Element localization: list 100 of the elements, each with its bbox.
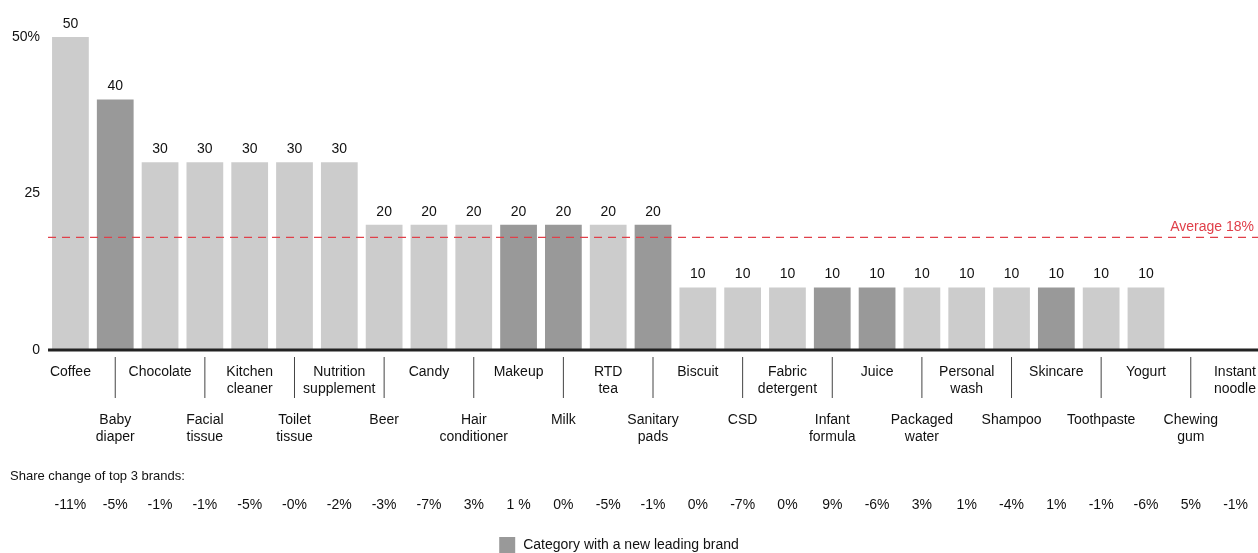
bar: [320, 162, 358, 350]
text: -5%: [237, 495, 263, 512]
legend-label: Category with a new leading brand: [523, 535, 739, 552]
bar: [545, 224, 582, 350]
data-label: 10: [690, 265, 706, 282]
text: -1%: [640, 495, 666, 512]
data-label: 20: [421, 202, 437, 219]
data-label: 30: [197, 140, 213, 157]
text: -1%: [1088, 495, 1114, 512]
data-label: 10: [779, 265, 796, 282]
data-label: 10: [1138, 265, 1154, 282]
bar: [903, 287, 941, 350]
text: -7%: [416, 495, 442, 512]
text: 3%: [911, 495, 933, 512]
text: Share change of top 3 brands:: [10, 468, 185, 484]
data-label: 40: [107, 77, 124, 94]
x-tick-label: Beer: [369, 410, 400, 427]
bar: [813, 287, 851, 350]
text: 5%: [1180, 495, 1201, 512]
text: 0%: [687, 495, 708, 512]
data-label: 20: [600, 202, 617, 219]
y-tick-label: 25: [24, 184, 41, 201]
data-label: 10: [1093, 265, 1110, 282]
bar: [634, 224, 672, 350]
bar: [365, 224, 403, 350]
data-label: 10: [869, 265, 886, 282]
text: -1%: [147, 495, 173, 512]
x-tick-label: Candy: [408, 362, 450, 379]
x-tick-label: Toilet tissue: [276, 410, 313, 444]
text: -6%: [1133, 495, 1159, 512]
x-tick-label: Makeup: [493, 362, 544, 379]
bar: [1037, 287, 1075, 350]
x-tick-label: Coffee: [49, 362, 92, 379]
x-tick-label: Milk: [550, 410, 577, 427]
x-tick-label: Instant noodle: [1213, 362, 1257, 396]
data-label: 20: [555, 202, 572, 219]
data-label: 10: [824, 265, 841, 282]
x-tick-label: Kitchen cleaner: [226, 362, 274, 396]
text: 1 %: [506, 495, 531, 512]
x-tick-label: Packaged water: [890, 410, 954, 444]
x-tick-label: Facial tissue: [186, 410, 224, 444]
data-label: 20: [376, 202, 393, 219]
text: -3%: [371, 495, 397, 512]
text: -1%: [1223, 495, 1249, 512]
x-tick-label: Juice: [860, 362, 894, 379]
text: 9%: [822, 495, 843, 512]
x-tick-label: Infant formula: [808, 410, 856, 444]
data-label: 20: [465, 202, 482, 219]
x-tick-label: Personal wash: [939, 362, 995, 396]
x-tick-label: Shampoo: [981, 410, 1042, 427]
y-tick-label: 50%: [11, 27, 41, 44]
bar: [589, 224, 627, 350]
text: -11%: [54, 495, 87, 512]
text: -7%: [730, 495, 756, 512]
bar: [141, 162, 179, 350]
x-tick-label: Fabric detergent: [757, 362, 818, 396]
y-tick-label: 0: [32, 340, 41, 357]
text: -1%: [192, 495, 218, 512]
x-tick-label: Yogurt: [1125, 362, 1167, 379]
bar: [96, 99, 134, 350]
bar: [993, 287, 1030, 350]
bar: [769, 287, 806, 350]
data-label: 30: [286, 140, 303, 157]
text: 0%: [553, 495, 574, 512]
bar: [231, 162, 269, 350]
bar: [52, 37, 89, 350]
bar: [1082, 287, 1120, 350]
text: 1%: [1046, 495, 1067, 512]
bar: [455, 224, 493, 350]
bar: [186, 162, 224, 350]
text: -2%: [326, 495, 352, 512]
text: -5%: [595, 495, 621, 512]
data-label: 10: [1003, 265, 1020, 282]
bar: [410, 224, 448, 350]
x-tick-label: Sanitary pads: [627, 410, 679, 444]
text: -5%: [102, 495, 128, 512]
data-label: 30: [331, 140, 348, 157]
x-tick-label: Chocolate: [128, 362, 192, 379]
bar: [724, 287, 762, 350]
data-label: 10: [734, 265, 751, 282]
bar: [1127, 287, 1165, 350]
bar: [858, 287, 896, 350]
text: -0%: [282, 495, 307, 512]
x-tick-label: Hair conditioner: [439, 410, 509, 444]
x-tick-label: Toothpaste: [1066, 410, 1136, 427]
bar: [500, 224, 537, 350]
data-label: 50: [62, 14, 79, 31]
ref-line-label: Average 18%: [1170, 218, 1254, 235]
data-label: 10: [958, 265, 975, 282]
bar: [276, 162, 313, 350]
data-label: 10: [914, 265, 930, 282]
data-label: 20: [510, 202, 527, 219]
x-tick-label: Biscuit: [677, 362, 719, 379]
data-label: 20: [645, 202, 662, 219]
text: -6%: [864, 495, 890, 512]
x-tick-label: RTD tea: [593, 362, 623, 396]
text: 1%: [956, 495, 977, 512]
text: 0%: [777, 495, 798, 512]
text: 3%: [463, 495, 484, 512]
x-tick-label: Nutrition supplement: [303, 362, 376, 396]
